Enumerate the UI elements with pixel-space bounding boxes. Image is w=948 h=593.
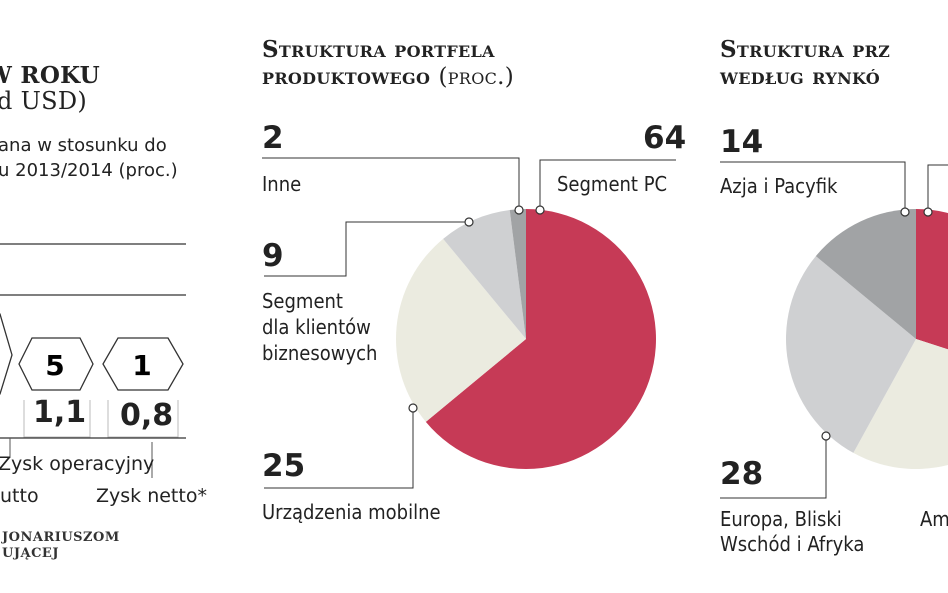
pie-slice-2 — [443, 210, 526, 339]
left-title-line2: d USD) — [0, 87, 88, 115]
footnote-line2: UJĄCEJ — [2, 546, 59, 561]
pie-slice-0 — [916, 209, 948, 350]
leader-dot-other — [514, 205, 524, 215]
leader-dot-mobile — [408, 403, 418, 413]
chart1-title-unit: (proc.) — [438, 64, 515, 90]
value-box-operating — [23, 400, 91, 438]
label-business-1: Segment — [262, 289, 343, 313]
hex-badge-net — [102, 337, 184, 391]
label-mobile: Urządzenia mobilne — [262, 500, 441, 524]
leader-business — [264, 221, 469, 277]
pie-slice-0 — [425, 209, 657, 469]
label-europe-2: Wschód i Afryka — [720, 532, 865, 556]
label-americas: Am — [920, 507, 948, 531]
label-business-2: dla klientów — [262, 315, 371, 339]
pie-slice-2 — [785, 256, 916, 453]
leader-other — [262, 157, 520, 210]
label-operating-profit: Zysk operacyjny — [0, 453, 155, 475]
pie-slice-1 — [853, 339, 948, 469]
label-pc: Segment PC — [557, 172, 668, 196]
chart1-title: Struktura portfela produktowego (proc.) — [262, 36, 592, 91]
label-gross-profit: utto — [0, 485, 39, 507]
hex-value-operating: 5 — [45, 349, 64, 382]
pie-slice-3 — [509, 209, 526, 339]
leader-dot-business — [464, 217, 474, 227]
label-other: Inne — [262, 172, 302, 196]
pie-slice-1 — [396, 238, 526, 422]
left-subtitle-line1: ana w stosunku do — [0, 135, 167, 156]
leader-pc — [539, 159, 676, 210]
value-net: 0,8 — [120, 398, 174, 433]
footnote-line1: JONARIUSZOM — [2, 530, 120, 545]
chart1-title-text: Struktura portfela produktowego — [262, 36, 495, 90]
leader-mobile — [264, 408, 414, 489]
value-box-net — [107, 400, 179, 438]
chart2-title-line2: według rynkó — [720, 63, 881, 90]
pie-chart-markets — [785, 209, 948, 469]
value-operating: 1,1 — [33, 395, 87, 430]
value-label-europe: 28 — [720, 456, 764, 492]
hex-badge-operating — [18, 337, 94, 391]
label-asia: Azja i Pacyfik — [720, 174, 838, 198]
leader-asia — [720, 161, 906, 212]
leader-dot-right-top — [923, 207, 933, 217]
leader-europe — [720, 436, 827, 499]
value-label-pc: 64 — [643, 120, 687, 156]
value-label-asia: 14 — [720, 124, 764, 160]
left-title-line1: ​W ROKU — [0, 62, 100, 89]
leader-dot-pc — [535, 205, 545, 215]
label-net-profit: Zysk netto* — [96, 485, 207, 507]
leader-dot-asia — [900, 207, 910, 217]
label-europe-1: Europa, Bliski — [720, 507, 842, 531]
left-subtitle-line2: u 2013/2014 (proc.) — [0, 160, 178, 181]
left-title-text: W ROKU — [0, 62, 101, 89]
hex-badge-cut — [0, 313, 13, 395]
pie-chart-portfolio — [396, 209, 657, 469]
value-label-other: 2 — [262, 120, 284, 156]
chart2-title: Struktura prz według rynkó — [720, 36, 890, 90]
leader-dot-europe — [821, 431, 831, 441]
value-label-business: 9 — [262, 238, 284, 274]
pie-slice-3 — [815, 209, 916, 339]
label-business-3: biznesowych — [262, 341, 378, 365]
hex-value-net: 1 — [132, 349, 151, 382]
chart2-title-line1: Struktura prz — [720, 36, 891, 63]
value-label-mobile: 25 — [262, 448, 306, 484]
leader-right-top — [927, 164, 948, 212]
